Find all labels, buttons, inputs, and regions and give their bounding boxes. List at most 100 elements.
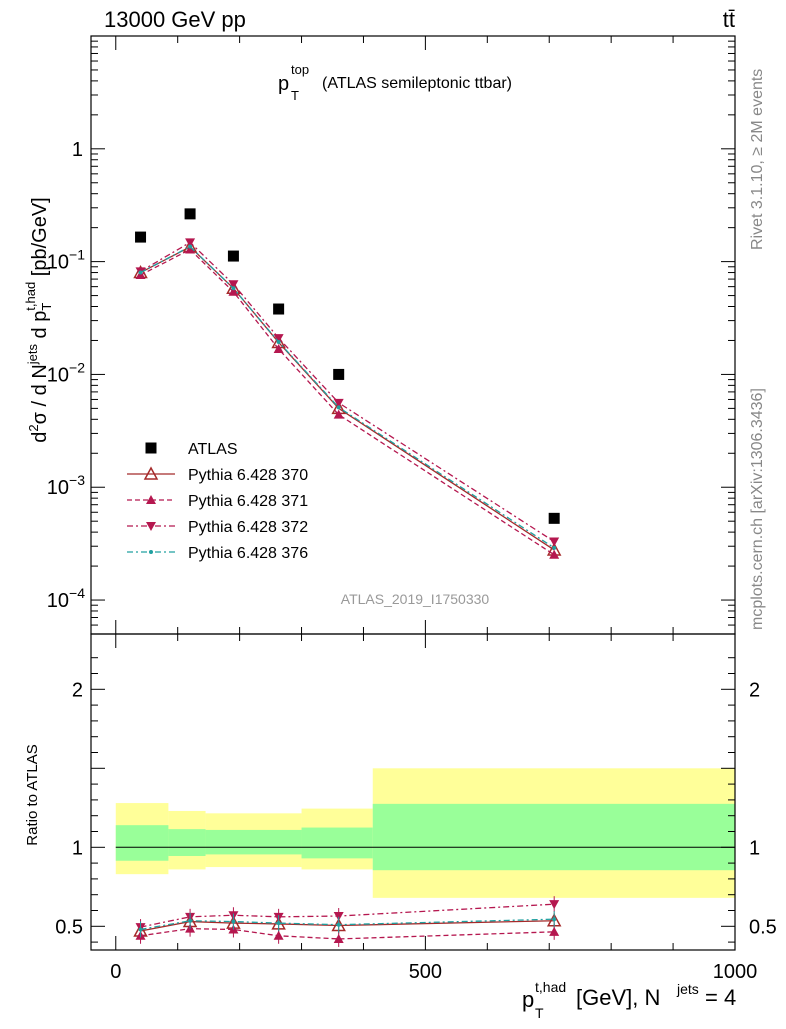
stat-uncertainty-band <box>168 829 206 856</box>
ratio-line <box>140 903 555 928</box>
svg-text:(ATLAS semileptonic ttbar): (ATLAS semileptonic ttbar) <box>322 75 512 92</box>
svg-text:jets: jets <box>676 981 699 997</box>
data-point <box>146 522 156 531</box>
rivet-label: Rivet 3.1.10, ≥ 2M events <box>749 69 766 250</box>
title-rest: (ATLAS semileptonic ttbar) <box>322 75 512 92</box>
data-point <box>276 339 281 344</box>
series-0 <box>135 208 560 524</box>
data-point <box>273 334 284 344</box>
series-2 <box>135 244 560 559</box>
data-point <box>184 208 196 220</box>
series-line <box>140 245 555 549</box>
svg-text:top: top <box>291 62 309 77</box>
data-point <box>549 537 560 547</box>
data-point <box>552 545 557 550</box>
data-point <box>135 231 147 243</box>
y-tick-label: 10−4 <box>47 585 85 612</box>
data-point <box>138 270 143 275</box>
xlabel-sup: t,had <box>535 979 566 995</box>
ratio-y-tick-label: 1 <box>72 837 83 859</box>
data-point <box>228 286 239 296</box>
svg-text:T: T <box>535 1005 544 1021</box>
svg-text:t,had: t,had <box>535 979 566 995</box>
header-left-label: 13000 GeV pp <box>104 7 246 32</box>
x-tick-label: 1000 <box>713 961 758 983</box>
ratio-line <box>140 920 555 932</box>
title-sup: top <box>291 62 309 77</box>
ratio-y-tick-label-right: 1 <box>749 837 760 859</box>
title-sub: T <box>291 88 299 103</box>
legend: ATLAS Pythia 6.428 370 Pythia 6.428 371 Pyt… <box>127 441 308 562</box>
svg-text:T: T <box>291 88 299 103</box>
data-point <box>333 368 345 380</box>
data-point <box>138 927 143 932</box>
data-point <box>333 933 344 943</box>
header-right-label: tt̄ <box>723 7 735 32</box>
y-tick-label: 10−1 <box>47 247 85 274</box>
xlabel-main: p <box>522 987 534 1012</box>
mcplots-label: mcplots.cern.ch [arXiv:1306.3436] <box>749 388 766 630</box>
data-point <box>333 398 344 408</box>
xlabel-sup2: jets <box>676 981 699 997</box>
legend-label: ATLAS <box>188 441 238 458</box>
data-point <box>231 286 236 291</box>
data-point <box>188 244 193 249</box>
data-point <box>273 303 285 315</box>
main-series <box>133 208 562 559</box>
ratio-frame <box>90 633 736 951</box>
data-point <box>548 512 560 524</box>
series-3 <box>135 238 560 547</box>
legend-entry: Pythia 6.428 370 <box>127 466 308 484</box>
data-point <box>333 409 344 419</box>
legend-label: Pythia 6.428 370 <box>188 467 308 484</box>
legend-entry: Pythia 6.428 372 <box>127 519 308 536</box>
ratio-y-label: Ratio to ATLAS <box>24 744 41 845</box>
main-y-ticks <box>91 35 736 635</box>
x-axis-label: p T t,had [GeV], N jets = 4 <box>522 979 736 1021</box>
stat-uncertainty-band <box>301 827 373 859</box>
data-point <box>336 922 341 927</box>
legend-label: Pythia 6.428 372 <box>188 519 308 536</box>
ratio-y-tick-label: 0.5 <box>55 916 83 938</box>
data-point <box>228 280 239 290</box>
svg-text:p: p <box>522 987 534 1012</box>
y-tick-label: 10−2 <box>47 359 85 386</box>
ratio-bands <box>115 768 735 898</box>
main-panel: 1 10−1 10−2 10−3 10−4 p T top (ATLAS semilep… <box>23 35 736 635</box>
data-point <box>549 900 560 910</box>
legend-label: Pythia 6.428 376 <box>188 545 308 562</box>
data-point <box>146 495 156 504</box>
xlabel-sub: T <box>535 1005 544 1021</box>
svg-text:d2σ / d Njets d pTt,had [pb/Ge: d2σ / d Njets d pTt,had [pb/GeV] <box>23 197 54 442</box>
svg-text:= 4: = 4 <box>705 985 736 1010</box>
data-point <box>552 917 557 922</box>
ratio-ticks <box>91 634 736 950</box>
xlabel-rest: [GeV], N <box>576 985 660 1010</box>
data-point <box>145 442 157 454</box>
data-point <box>276 921 281 926</box>
ratio-y-tick-label-right: 0.5 <box>749 916 777 938</box>
ratio-line <box>140 918 555 931</box>
data-point <box>273 930 284 940</box>
ratio-line <box>140 928 555 940</box>
data-point <box>549 549 560 559</box>
svg-text:[GeV], N: [GeV], N <box>576 985 660 1010</box>
ratio-panel: 0.5 0.5 1 1 2 2 0 500 1000 Ratio to ATLAS p T t,… <box>24 633 777 1021</box>
ratio-y-tick-label: 2 <box>72 679 83 701</box>
svg-text:p: p <box>278 73 289 95</box>
stat-uncertainty-band <box>372 803 735 871</box>
xlabel-tail: = 4 <box>705 985 736 1010</box>
main-y-label: d2σ / d Njets d pTt,had [pb/GeV] <box>23 197 54 442</box>
ratio-tick-labels: 0.5 0.5 1 1 2 2 0 500 1000 <box>55 679 777 983</box>
series-line <box>140 248 555 556</box>
ratio-y-tick-label-right: 2 <box>749 679 760 701</box>
legend-entry: Pythia 6.428 371 <box>127 493 308 510</box>
data-point <box>336 405 341 410</box>
data-point <box>273 344 284 354</box>
x-tick-label: 0 <box>110 961 121 983</box>
ratio-series-1 <box>135 920 560 947</box>
data-point <box>227 250 239 262</box>
ratio-series <box>133 896 562 947</box>
legend-label: Pythia 6.428 371 <box>188 493 308 510</box>
